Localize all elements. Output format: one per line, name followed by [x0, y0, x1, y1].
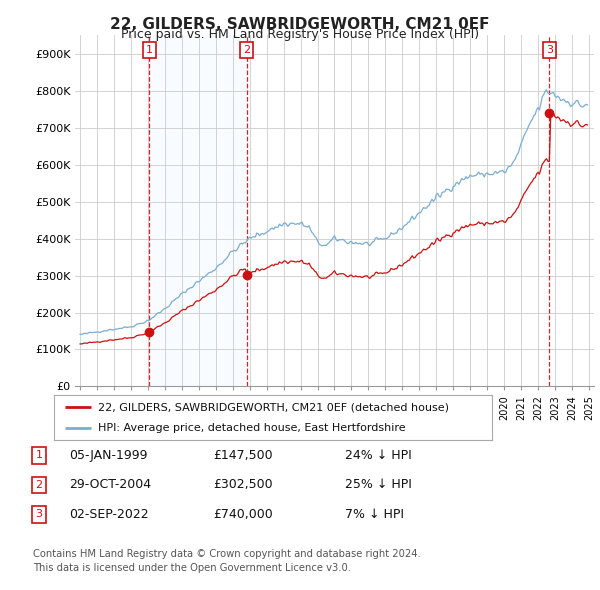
Text: 29-OCT-2004: 29-OCT-2004 [69, 478, 151, 491]
Text: 22, GILDERS, SAWBRIDGEWORTH, CM21 0EF: 22, GILDERS, SAWBRIDGEWORTH, CM21 0EF [110, 17, 490, 31]
Text: Contains HM Land Registry data © Crown copyright and database right 2024.
This d: Contains HM Land Registry data © Crown c… [33, 549, 421, 573]
Text: 1: 1 [146, 45, 153, 55]
Text: 02-SEP-2022: 02-SEP-2022 [69, 508, 149, 521]
Text: £740,000: £740,000 [213, 508, 273, 521]
Text: 7% ↓ HPI: 7% ↓ HPI [345, 508, 404, 521]
Text: 25% ↓ HPI: 25% ↓ HPI [345, 478, 412, 491]
Text: 3: 3 [35, 510, 43, 519]
Text: HPI: Average price, detached house, East Hertfordshire: HPI: Average price, detached house, East… [98, 422, 406, 432]
Text: 05-JAN-1999: 05-JAN-1999 [69, 449, 148, 462]
Text: 2: 2 [35, 480, 43, 490]
Text: Price paid vs. HM Land Registry's House Price Index (HPI): Price paid vs. HM Land Registry's House … [121, 28, 479, 41]
Bar [149, 35, 247, 386]
Text: 3: 3 [546, 45, 553, 55]
Text: 24% ↓ HPI: 24% ↓ HPI [345, 449, 412, 462]
Text: 22, GILDERS, SAWBRIDGEWORTH, CM21 0EF (detached house): 22, GILDERS, SAWBRIDGEWORTH, CM21 0EF (d… [98, 402, 449, 412]
Text: £302,500: £302,500 [213, 478, 272, 491]
Text: 2: 2 [243, 45, 250, 55]
Text: £147,500: £147,500 [213, 449, 272, 462]
Text: 1: 1 [35, 451, 43, 460]
